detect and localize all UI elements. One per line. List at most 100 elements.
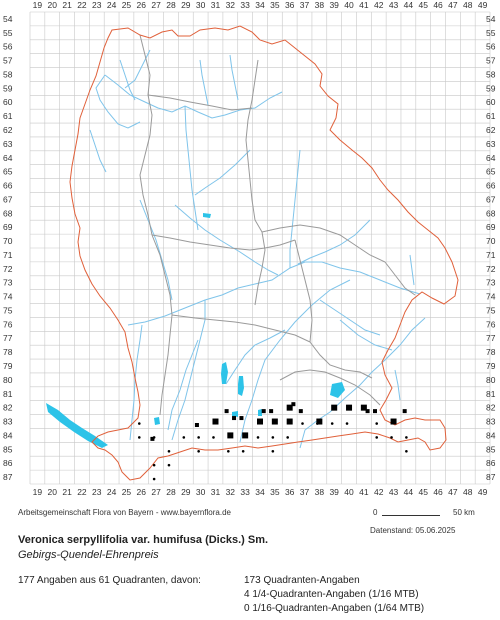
record-quadrant — [227, 432, 234, 439]
y-axis-label-left: 55 — [3, 28, 13, 38]
y-axis-label-right: 70 — [486, 236, 496, 246]
lake-bodensee — [46, 403, 108, 448]
x-axis-label-top: 33 — [240, 0, 250, 10]
grid-labels: 19 19 20 20 21 21 22 22 23 23 24 24 25 25 26 26 27 27 28 28… — [3, 0, 496, 497]
x-axis-label-top: 40 — [344, 0, 354, 10]
record-dot — [375, 436, 379, 439]
data-date: Datenstand: 05.06.2025 — [370, 526, 456, 535]
river-wertach — [167, 339, 199, 431]
river-regen — [297, 219, 371, 265]
record-dot — [405, 449, 408, 453]
occurrence-records — [137, 402, 408, 481]
record-dot — [137, 436, 141, 439]
y-axis-label-left: 58 — [3, 69, 13, 79]
x-axis-label-top: 42 — [374, 0, 384, 10]
record-quarter-quadrant — [194, 423, 199, 427]
y-axis-label-right: 78 — [486, 347, 496, 357]
record-dot — [182, 436, 186, 439]
record-dot — [197, 436, 200, 439]
river-fraenkische-saale — [119, 59, 136, 101]
record-dot — [197, 449, 200, 453]
y-axis-label-right: 74 — [486, 292, 496, 302]
x-axis-label-top: 32 — [226, 0, 236, 10]
river-naab — [289, 149, 301, 268]
record-dot — [330, 422, 334, 425]
district-line-5 — [151, 234, 173, 416]
record-dot — [167, 463, 171, 467]
river-main-lower — [95, 74, 141, 129]
river-amper — [225, 329, 286, 385]
record-quadrant — [257, 418, 263, 425]
x-axis-label-bottom: 34 — [255, 487, 265, 497]
x-axis-label-bottom: 24 — [107, 487, 117, 497]
x-axis-label-top: 39 — [329, 0, 339, 10]
y-axis-label-right: 85 — [486, 444, 496, 454]
lake-starnberger-see — [238, 376, 244, 396]
record-quadrant — [316, 418, 323, 425]
river-salzach — [394, 369, 401, 401]
x-axis-label-top: 20 — [48, 0, 58, 10]
x-axis-label-bottom: 47 — [448, 487, 458, 497]
y-axis-label-left: 87 — [3, 472, 13, 482]
y-axis-label-right: 69 — [486, 222, 496, 232]
record-quadrant — [286, 418, 293, 425]
x-axis-label-top: 25 — [122, 0, 132, 10]
record-quarter-quadrant — [239, 416, 244, 421]
record-dot — [212, 436, 215, 439]
y-axis-label-right: 77 — [486, 333, 496, 343]
y-axis-label-right: 63 — [486, 139, 496, 149]
stat-quarter-quadrant-records: 4 1/4-Quadranten-Angaben (1/16 MTB) — [244, 589, 419, 600]
y-axis-label-right: 54 — [486, 14, 496, 24]
record-dot — [152, 436, 156, 439]
x-axis-label-top: 30 — [196, 0, 206, 10]
species-common-name: Gebirgs-Quendel-Ehrenpreis — [18, 549, 159, 561]
x-axis-label-top: 49 — [478, 0, 488, 10]
y-axis-label-right: 87 — [486, 472, 496, 482]
x-axis-label-top: 41 — [359, 0, 369, 10]
y-axis-label-left: 64 — [3, 153, 13, 163]
y-axis-label-right: 79 — [486, 361, 496, 371]
x-axis-label-bottom: 27 — [151, 487, 161, 497]
y-axis-label-right: 72 — [486, 264, 496, 274]
river-saale — [124, 49, 151, 89]
records-summary: 177 Angaben aus 61 Quadranten, davon: — [18, 575, 201, 586]
x-axis-label-bottom: 31 — [211, 487, 221, 497]
y-axis-label-right: 60 — [486, 97, 496, 107]
record-quarter-quadrant — [269, 409, 274, 414]
x-axis-label-bottom: 21 — [62, 487, 72, 497]
river-tauber — [89, 129, 107, 173]
y-axis-label-left: 59 — [3, 83, 13, 93]
bavaria-border — [69, 25, 459, 481]
y-axis-label-right: 82 — [486, 403, 496, 413]
y-axis-label-left: 73 — [3, 278, 13, 288]
lake-brombachsee — [203, 213, 211, 218]
x-axis-label-bottom: 48 — [463, 487, 473, 497]
y-axis-label-left: 86 — [3, 458, 13, 468]
x-axis-label-top: 46 — [433, 0, 443, 10]
river-itz — [199, 59, 209, 106]
record-quarter-quadrant — [261, 409, 266, 414]
record-quadrant — [390, 418, 397, 425]
lake-walchensee — [232, 411, 238, 417]
record-dot — [241, 449, 245, 453]
x-axis-label-bottom: 22 — [77, 487, 87, 497]
district-line-11 — [384, 261, 416, 296]
record-dot — [345, 422, 349, 425]
record-quarter-quadrant — [373, 409, 377, 414]
x-axis-label-bottom: 32 — [226, 487, 236, 497]
y-axis-label-left: 84 — [3, 430, 13, 440]
x-axis-label-bottom: 42 — [374, 487, 384, 497]
record-quadrant — [360, 404, 367, 411]
river-rott — [339, 319, 393, 351]
x-axis-label-top: 24 — [107, 0, 117, 10]
stat-quadrant-records: 173 Quadranten-Angaben — [244, 575, 360, 586]
y-axis-label-right: 76 — [486, 319, 496, 329]
record-quarter-quadrant — [232, 416, 237, 421]
x-axis-label-top: 23 — [92, 0, 102, 10]
record-dot — [271, 449, 275, 453]
y-axis-label-left: 83 — [3, 417, 13, 427]
x-axis-label-top: 19 — [33, 0, 43, 10]
x-axis-label-top: 35 — [270, 0, 280, 10]
record-quadrant — [286, 404, 293, 411]
y-axis-label-left: 71 — [3, 250, 13, 260]
